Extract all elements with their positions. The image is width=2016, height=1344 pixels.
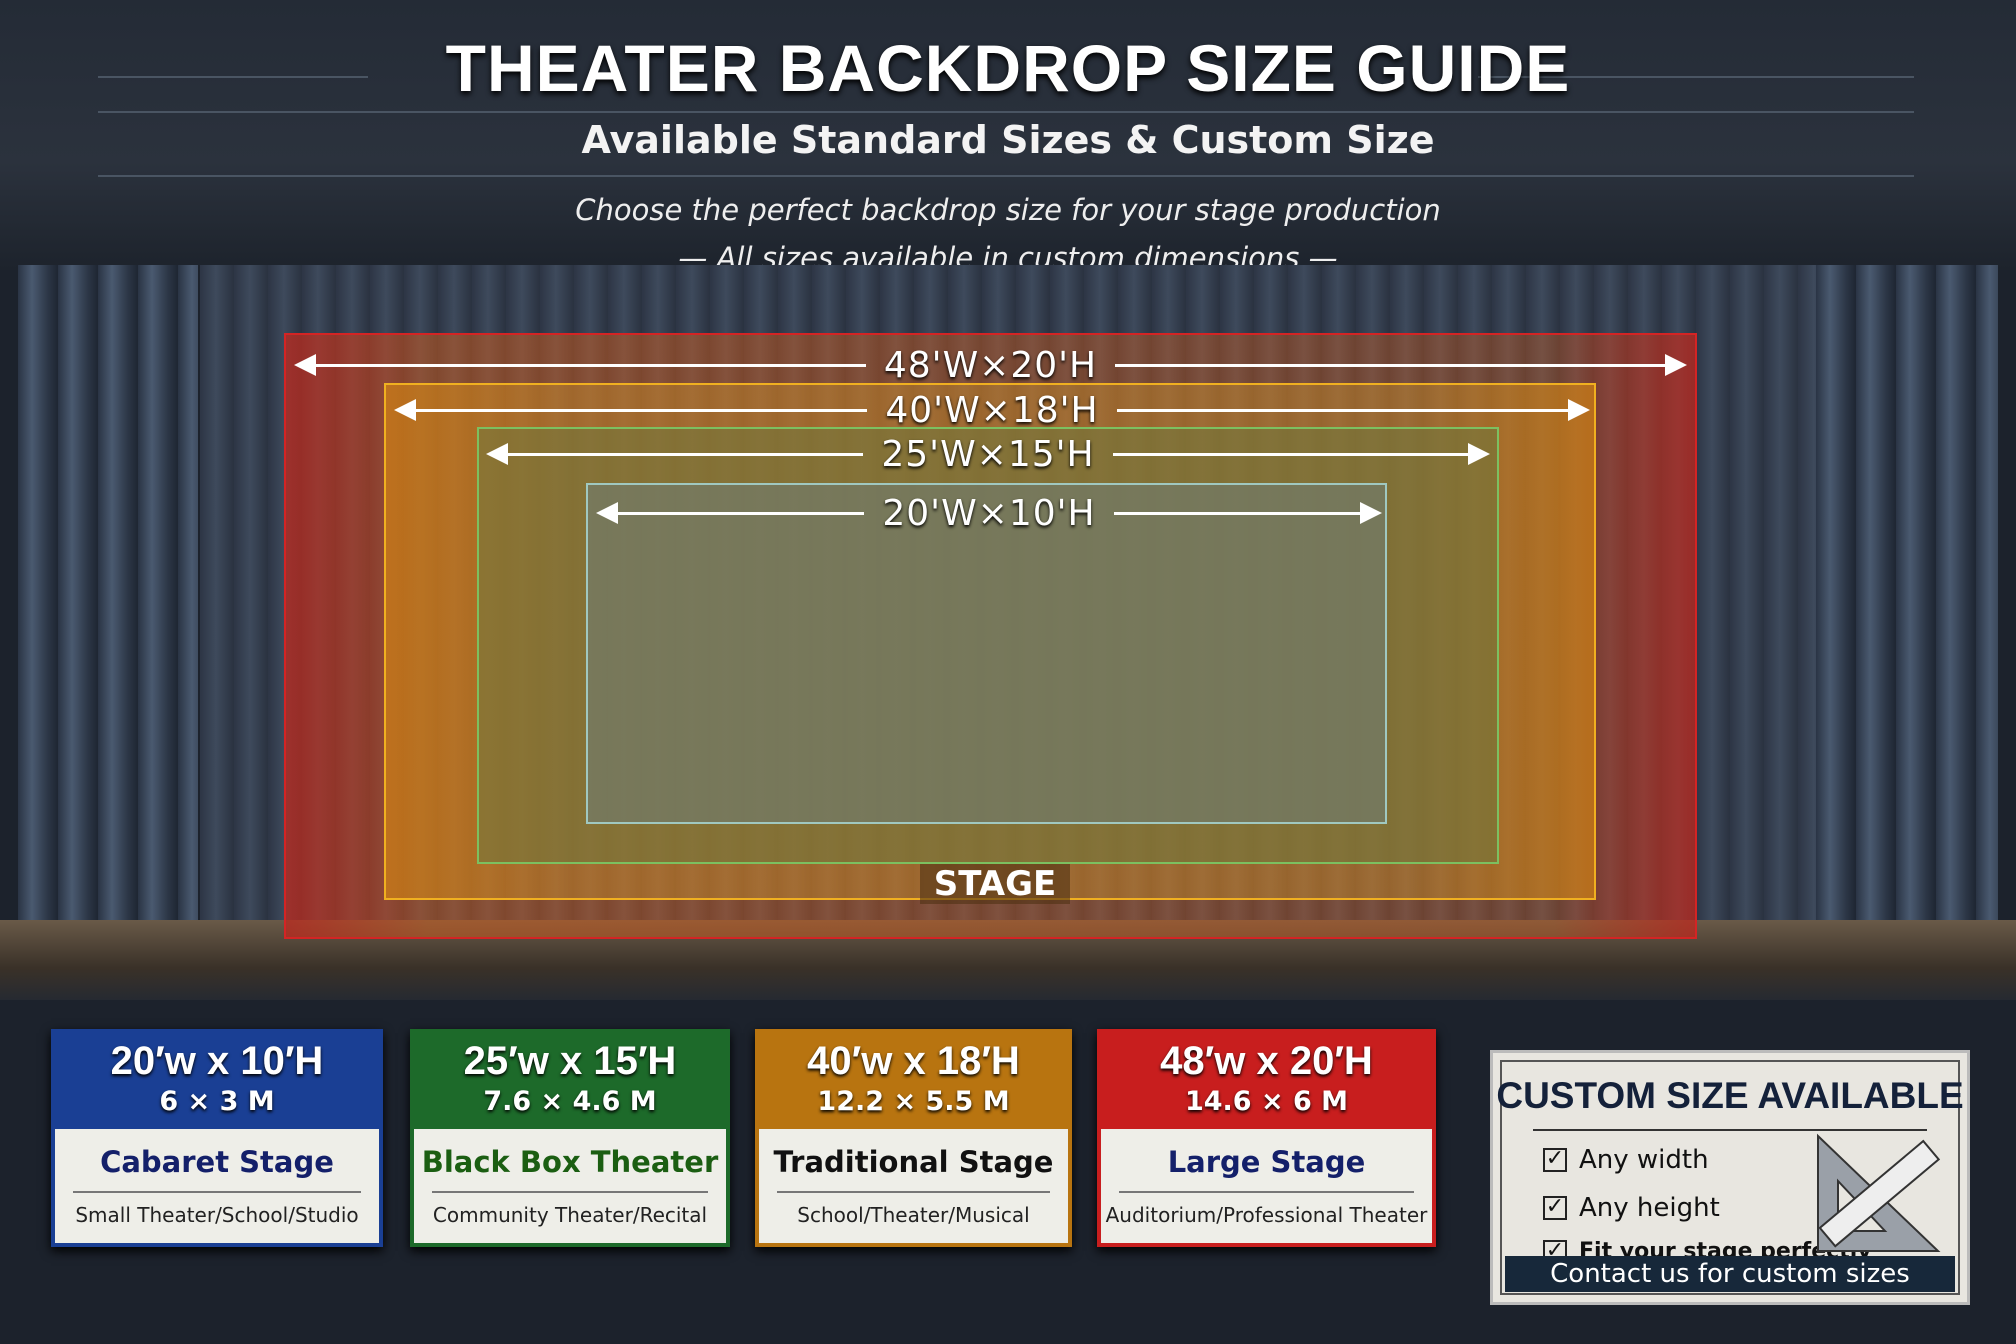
checkbox-checked-icon: ✓	[1543, 1196, 1567, 1220]
size-metric: 7.6 × 4.6 M	[483, 1086, 657, 1117]
arrow-right-icon	[1665, 354, 1687, 376]
size-imperial: 20′w x 10′H	[110, 1039, 324, 1083]
size-imperial: 25′w x 15′H	[463, 1039, 677, 1083]
stage-use: School/Theater/Musical	[797, 1203, 1030, 1227]
arrow-right-icon	[1360, 502, 1382, 524]
ruler-set-square-icon	[1817, 1133, 1941, 1252]
stage-label: STAGE	[920, 864, 1070, 904]
arrow-left-icon	[486, 443, 508, 465]
arrow-right-icon	[1468, 443, 1490, 465]
size-metric: 6 × 3 M	[159, 1086, 275, 1117]
size-card-header: 40′w x 18′H 12.2 × 5.5 M	[759, 1033, 1068, 1129]
dimension-25x15: 25'W×15'H	[486, 433, 1490, 475]
arrow-left-icon	[294, 354, 316, 376]
size-metric: 14.6 × 6 M	[1184, 1086, 1349, 1117]
divider	[1119, 1191, 1414, 1193]
stage-use: Auditorium/Professional Theater	[1105, 1203, 1428, 1227]
page-subtitle: Available Standard Sizes & Custom Size	[581, 118, 1435, 162]
dimension-label: 20'W×10'H	[882, 492, 1096, 534]
divider	[98, 76, 368, 78]
stage-use: Small Theater/School/Studio	[75, 1203, 359, 1227]
custom-size-title: CUSTOM SIZE AVAILABLE	[1496, 1075, 1964, 1116]
checkbox-checked-icon: ✓	[1543, 1148, 1567, 1172]
size-card[interactable]: 25′w x 15′H 7.6 × 4.6 M Black Box Theate…	[410, 1029, 730, 1247]
divider	[777, 1191, 1050, 1193]
size-card-header: 48′w x 20′H 14.6 × 6 M	[1101, 1033, 1432, 1129]
dimension-20x10: 20'W×10'H	[596, 492, 1382, 534]
size-imperial: 40′w x 18′H	[807, 1039, 1020, 1083]
arrow-left-icon	[394, 399, 416, 421]
size-card-header: 20′w x 10′H 6 × 3 M	[55, 1033, 379, 1129]
stage-type: Black Box Theater	[421, 1145, 719, 1179]
size-card[interactable]: 48′w x 20′H 14.6 × 6 M Large Stage Audit…	[1097, 1029, 1436, 1247]
arrow-right-icon	[1568, 399, 1590, 421]
size-metric: 12.2 × 5.5 M	[817, 1086, 1010, 1117]
stage-type: Large Stage	[1167, 1145, 1366, 1179]
dimension-label: 48'W×20'H	[883, 344, 1098, 386]
right-curtain	[1816, 265, 1998, 945]
divider	[98, 175, 1914, 177]
dimension-40x18: 40'W×18'H	[394, 389, 1590, 431]
divider	[73, 1191, 361, 1193]
dimension-48x20: 48'W×20'H	[294, 344, 1687, 386]
stage-use: Community Theater/Recital	[432, 1203, 708, 1227]
size-card-header: 25′w x 15′H 7.6 × 4.6 M	[414, 1033, 726, 1129]
backdrop-20x10-outline	[586, 483, 1387, 824]
divider	[432, 1191, 708, 1193]
page-title: THEATER BACKDROP SIZE GUIDE	[445, 31, 1571, 105]
custom-item: ✓ Any width	[1543, 1145, 1709, 1175]
divider	[98, 111, 1914, 113]
dimension-label: 40'W×18'H	[885, 389, 1099, 431]
divider	[1533, 1129, 1927, 1131]
custom-item: ✓ Any height	[1543, 1193, 1720, 1223]
stage-type: Traditional Stage	[773, 1145, 1054, 1179]
tagline: Choose the perfect backdrop size for you…	[575, 193, 1441, 227]
left-curtain	[18, 265, 198, 945]
header-background	[0, 0, 2016, 270]
custom-item-label: Any height	[1579, 1193, 1720, 1223]
stage-type: Cabaret Stage	[100, 1145, 334, 1179]
size-card[interactable]: 40′w x 18′H 12.2 × 5.5 M Traditional Sta…	[755, 1029, 1072, 1247]
arrow-left-icon	[596, 502, 618, 524]
custom-size-panel: CUSTOM SIZE AVAILABLE ✓ Any width ✓ Any he…	[1490, 1050, 1970, 1305]
size-card[interactable]: 20′w x 10′H 6 × 3 M Cabaret Stage Small …	[51, 1029, 383, 1247]
divider	[1478, 76, 1914, 78]
size-imperial: 48′w x 20′H	[1160, 1039, 1373, 1083]
contact-custom-sizes-link[interactable]: Contact us for custom sizes	[1505, 1256, 1955, 1292]
dimension-label: 25'W×15'H	[881, 433, 1095, 475]
custom-item-label: Any width	[1579, 1145, 1709, 1175]
